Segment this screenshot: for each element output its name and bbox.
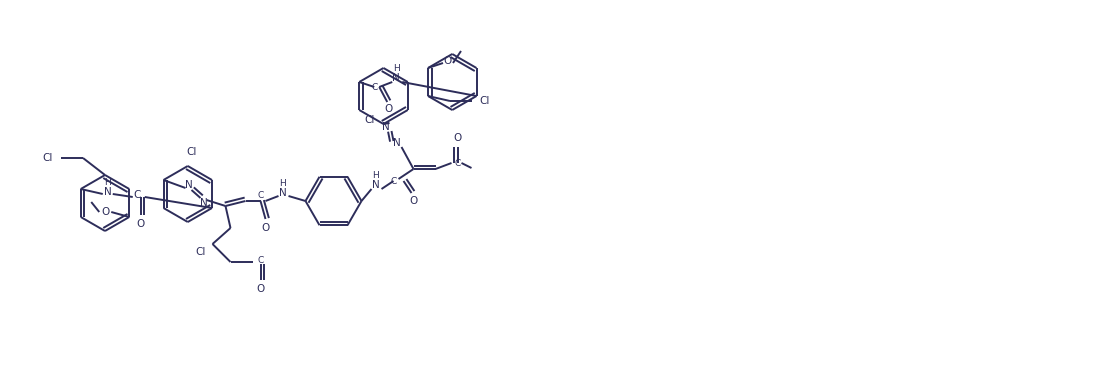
- Text: H: H: [279, 178, 286, 187]
- Text: N: N: [184, 180, 192, 190]
- Text: C: C: [133, 190, 140, 200]
- Text: O: O: [257, 284, 264, 294]
- Text: N: N: [104, 187, 112, 197]
- Text: O: O: [453, 133, 462, 143]
- Text: Cl: Cl: [43, 153, 53, 163]
- Text: N: N: [393, 73, 400, 83]
- Text: Cl: Cl: [186, 147, 197, 157]
- Text: O: O: [443, 56, 451, 66]
- Text: Cl: Cl: [364, 115, 374, 125]
- Text: O: O: [137, 219, 145, 229]
- Text: H: H: [393, 63, 399, 72]
- Text: O: O: [384, 104, 393, 114]
- Text: N: N: [393, 138, 400, 148]
- Text: Cl: Cl: [195, 247, 206, 257]
- Text: O: O: [101, 207, 110, 217]
- Text: Cl: Cl: [479, 96, 490, 106]
- Text: C: C: [371, 82, 377, 92]
- Text: H: H: [104, 177, 111, 187]
- Text: N: N: [372, 180, 380, 190]
- Text: C: C: [258, 190, 263, 200]
- Text: N: N: [200, 198, 207, 208]
- Text: O: O: [409, 196, 418, 206]
- Text: C: C: [258, 256, 263, 265]
- Text: N: N: [279, 188, 286, 198]
- Text: C: C: [391, 177, 397, 186]
- Text: C: C: [454, 158, 461, 167]
- Text: H: H: [372, 171, 378, 180]
- Text: O: O: [261, 223, 270, 233]
- Text: N: N: [382, 122, 389, 132]
